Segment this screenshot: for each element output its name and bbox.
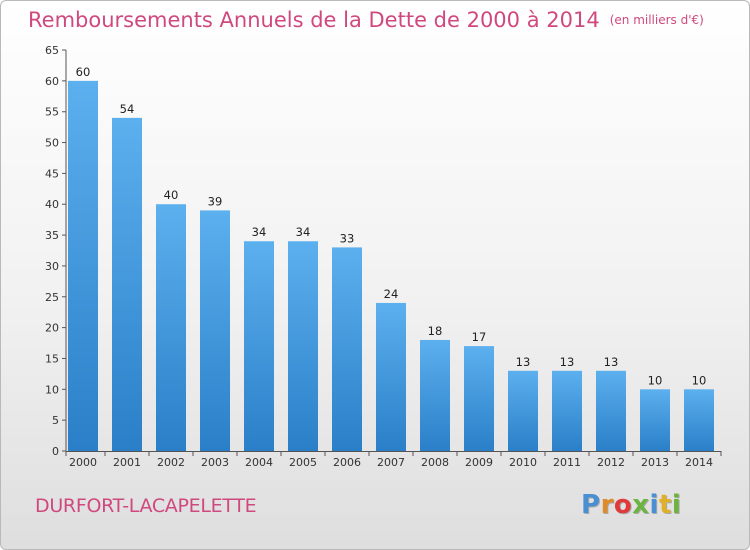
logo-letter: i	[671, 490, 682, 520]
x-tick-label-2001: 2001	[113, 456, 141, 469]
x-tick-label-2009: 2009	[465, 456, 493, 469]
y-tick-label: 50	[45, 137, 59, 150]
value-label-2013: 10	[648, 373, 663, 387]
logo-letter: t	[658, 490, 672, 520]
value-label-2012: 13	[604, 355, 619, 369]
x-tick-label-2013: 2013	[641, 456, 669, 469]
value-label-2001: 54	[120, 102, 135, 116]
y-tick-label: 0	[52, 445, 59, 458]
y-tick-label: 20	[45, 322, 59, 335]
x-tick-label-2004: 2004	[245, 456, 273, 469]
bar-2014	[684, 389, 714, 451]
x-tick-label-2010: 2010	[509, 456, 537, 469]
value-label-2010: 13	[516, 355, 531, 369]
value-label-2008: 18	[428, 324, 443, 338]
x-tick-label-2014: 2014	[685, 456, 713, 469]
value-label-2000: 60	[76, 65, 91, 79]
value-label-2007: 24	[384, 287, 399, 301]
y-tick-label: 15	[45, 352, 59, 365]
y-tick-label: 10	[45, 383, 59, 396]
y-tick-label: 55	[45, 106, 59, 119]
bar-2009	[464, 346, 494, 451]
bar-2006	[332, 247, 362, 451]
value-label-2014: 10	[692, 373, 707, 387]
logo-letter: r	[600, 490, 614, 520]
chart-title: Remboursements Annuels de la Dette de 20…	[28, 8, 704, 32]
bar-2011	[552, 370, 582, 451]
x-tick-label-2003: 2003	[201, 456, 229, 469]
bar-2004	[244, 241, 274, 451]
x-tick-label-2011: 2011	[553, 456, 581, 469]
y-tick-label: 5	[52, 414, 59, 427]
value-label-2009: 17	[472, 330, 487, 344]
x-tick-label-2008: 2008	[421, 456, 449, 469]
logo-letter: P	[581, 490, 601, 520]
bar-2012	[596, 370, 626, 451]
commune-name: DURFORT-LACAPELETTE	[35, 495, 257, 517]
logo-letter: o	[613, 490, 633, 520]
x-tick-label-2000: 2000	[69, 456, 97, 469]
bar-2000	[68, 80, 98, 451]
y-tick-label: 30	[45, 260, 59, 273]
bar-2001	[112, 117, 142, 451]
bar-2005	[288, 241, 318, 451]
y-tick-label: 65	[45, 44, 59, 57]
bar-2002	[156, 204, 186, 451]
bar-2008	[420, 339, 450, 451]
y-tick-label: 40	[45, 198, 59, 211]
proxiti-logo: Proxiti	[581, 490, 681, 520]
logo-letter: x	[632, 490, 650, 520]
x-tick-label-2006: 2006	[333, 456, 361, 469]
x-tick-label-2005: 2005	[289, 456, 317, 469]
y-tick-label: 45	[45, 167, 59, 180]
value-label-2003: 39	[208, 194, 223, 208]
value-label-2002: 40	[164, 188, 179, 202]
logo-letter: i	[649, 490, 659, 520]
y-tick-label: 35	[45, 229, 59, 242]
value-label-2004: 34	[252, 225, 267, 239]
x-tick-label-2012: 2012	[597, 456, 625, 469]
value-label-2011: 13	[560, 355, 575, 369]
value-label-2005: 34	[296, 225, 311, 239]
value-label-2006: 33	[340, 231, 355, 245]
chart-title-text: Remboursements Annuels de la Dette de 20…	[28, 8, 600, 32]
chart-unit: (en milliers d'€)	[609, 13, 704, 27]
bar-2003	[200, 210, 230, 451]
bar-2013	[640, 389, 670, 451]
bar-2010	[508, 370, 538, 451]
y-tick-label: 60	[45, 75, 59, 88]
bar-2007	[376, 302, 406, 451]
x-tick-label-2007: 2007	[377, 456, 405, 469]
y-tick-label: 25	[45, 291, 59, 304]
x-tick-label-2002: 2002	[157, 456, 185, 469]
